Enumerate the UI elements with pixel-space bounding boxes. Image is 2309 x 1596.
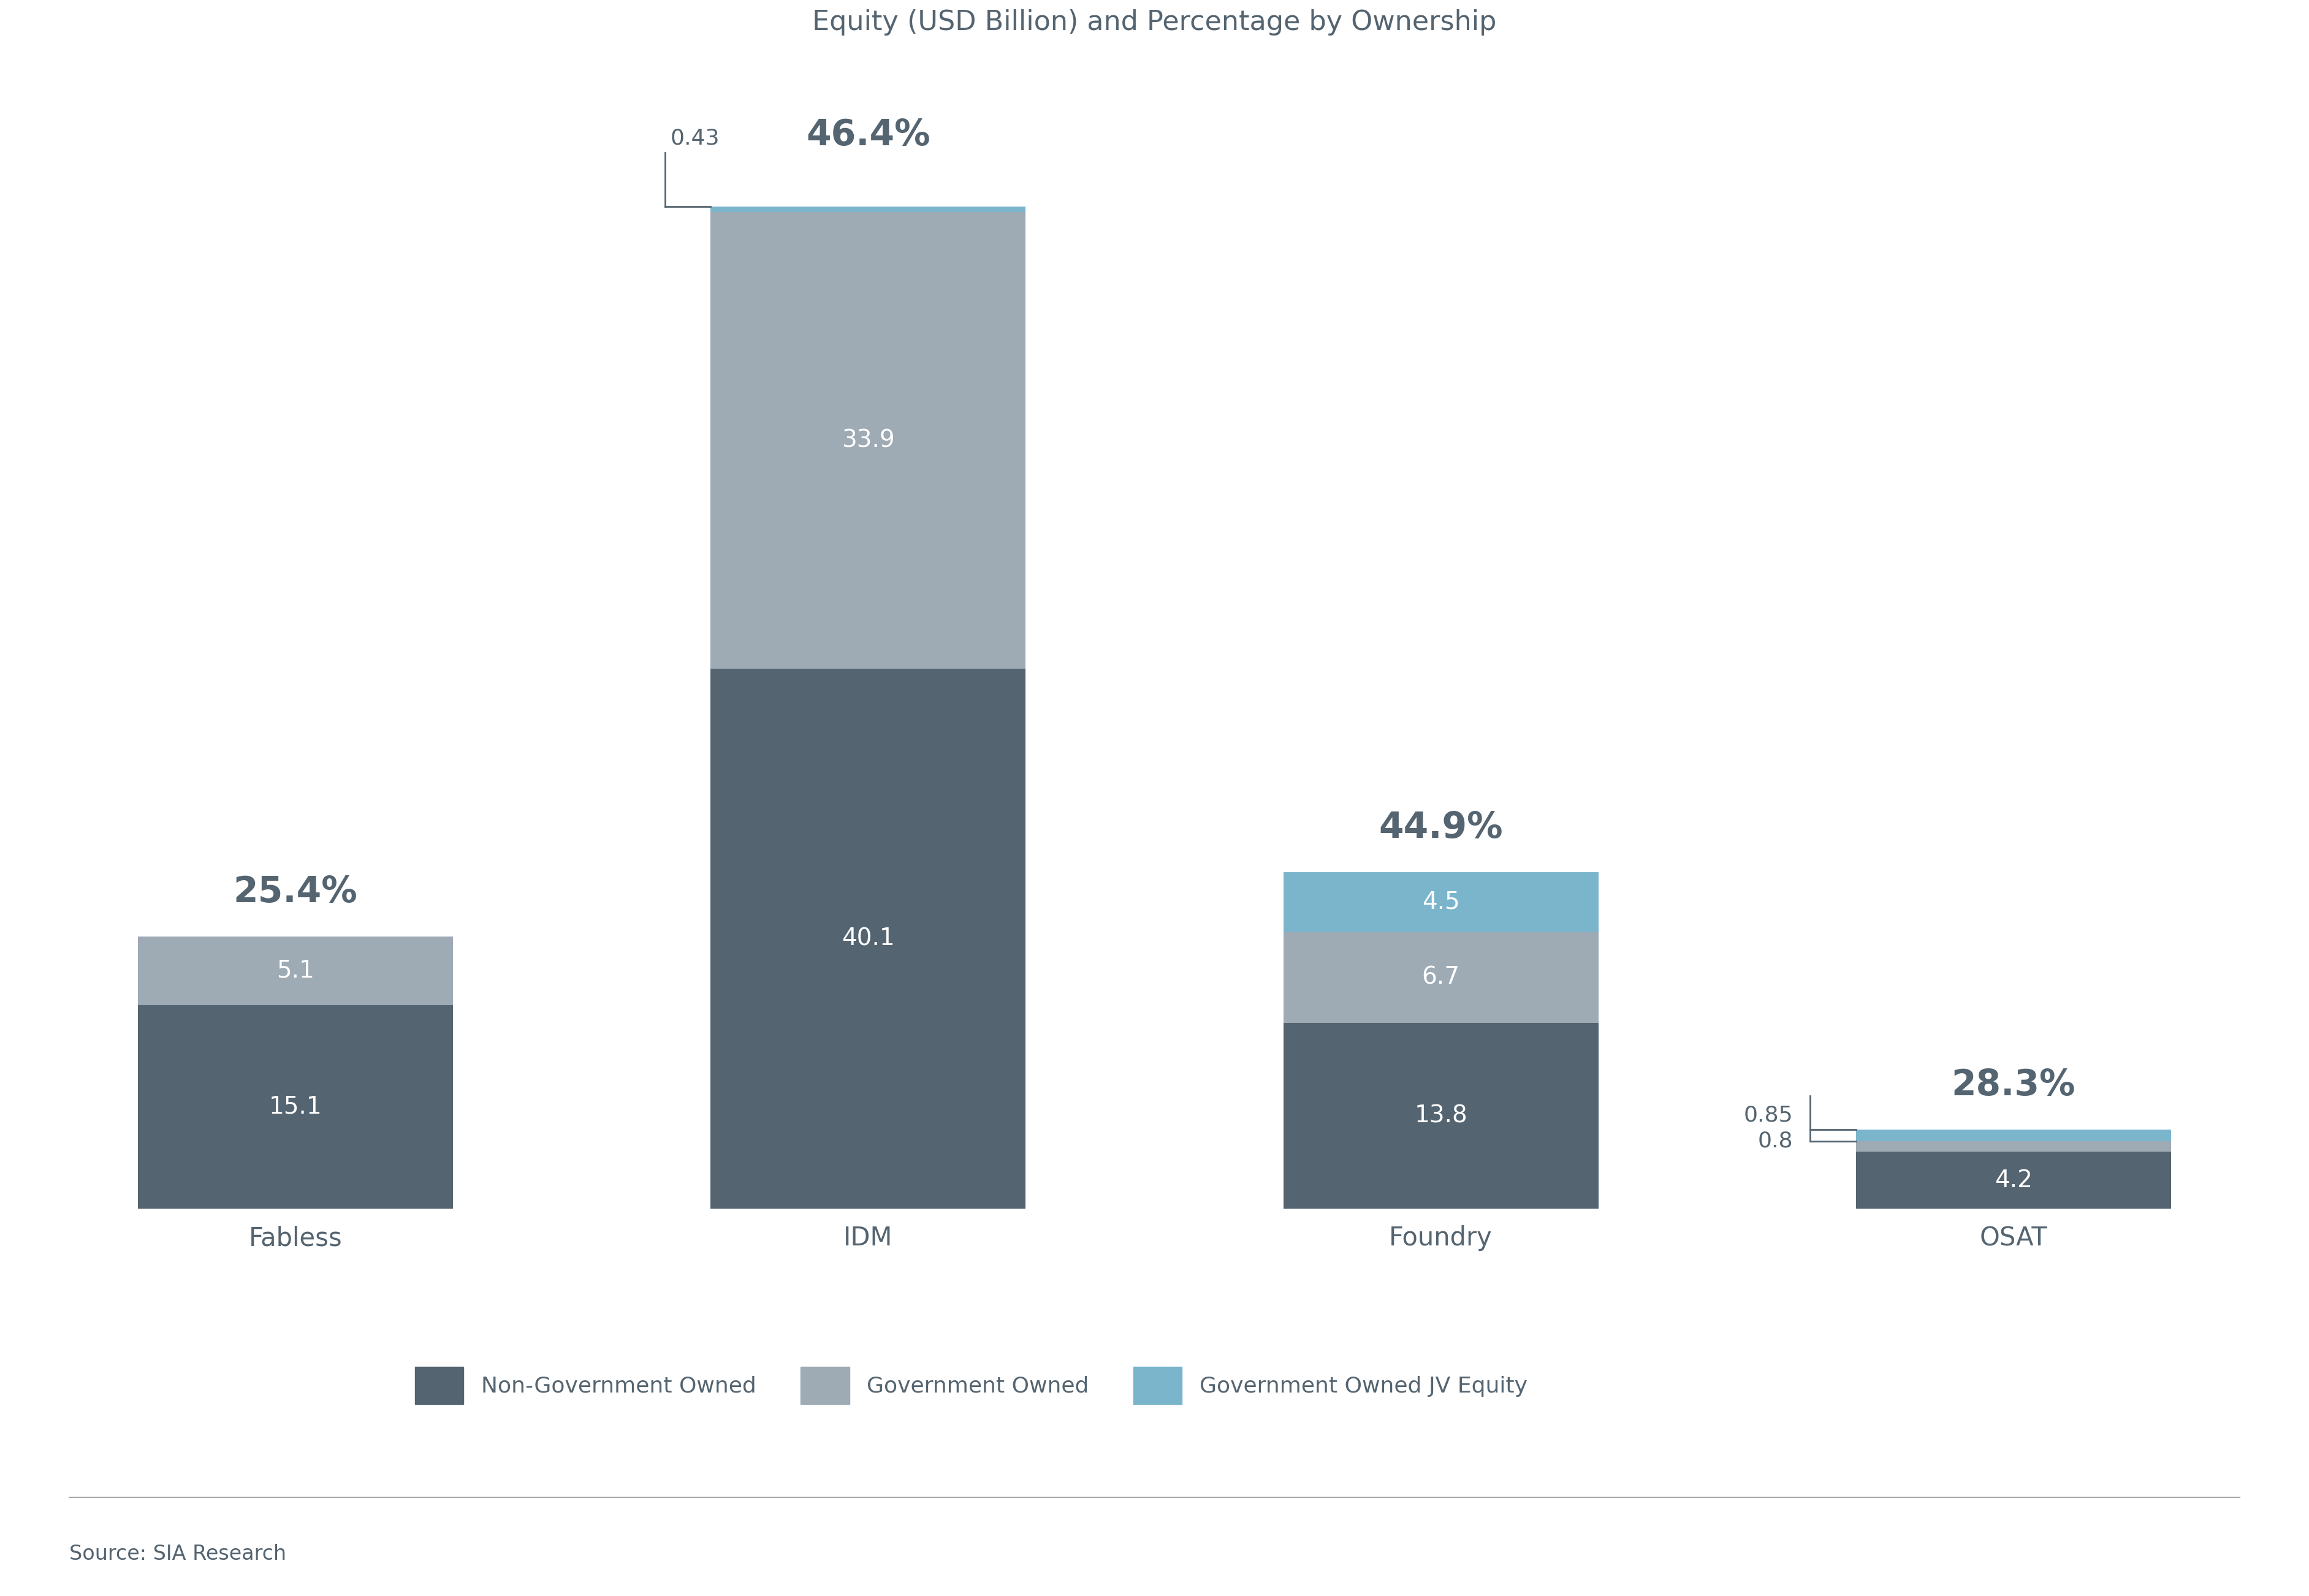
Text: 4.2: 4.2 (1995, 1168, 2032, 1192)
Text: 28.3%: 28.3% (1951, 1068, 2076, 1103)
Bar (1856, 1141, 2170, 1152)
Text: 0.43: 0.43 (670, 128, 720, 148)
Text: 40.1: 40.1 (840, 927, 896, 950)
Text: 6.7: 6.7 (1422, 966, 1459, 990)
Text: Source: SIA Research: Source: SIA Research (69, 1543, 286, 1564)
Bar (1856, 1130, 2170, 1141)
Bar (1856, 1152, 2170, 1208)
Bar (711, 669, 1025, 1208)
Text: 4.5: 4.5 (1422, 891, 1459, 915)
Text: 13.8: 13.8 (1413, 1104, 1469, 1127)
Legend: Non-Government Owned, Government Owned, Government Owned JV Equity: Non-Government Owned, Government Owned, … (393, 1345, 1549, 1427)
Text: 0.85: 0.85 (1743, 1104, 1794, 1125)
Text: 25.4%: 25.4% (233, 875, 358, 910)
Bar (139, 1005, 453, 1208)
Bar (1284, 932, 1598, 1023)
Text: 5.1: 5.1 (277, 959, 314, 983)
Bar (711, 206, 1025, 212)
Text: 33.9: 33.9 (840, 429, 896, 452)
Bar (711, 212, 1025, 669)
Bar (1284, 1023, 1598, 1208)
Text: 0.8: 0.8 (1757, 1130, 1794, 1152)
Text: 44.9%: 44.9% (1378, 811, 1503, 844)
Text: 15.1: 15.1 (268, 1095, 323, 1119)
Bar (139, 937, 453, 1005)
Text: 46.4%: 46.4% (806, 118, 931, 153)
Title: Equity (USD Billion) and Percentage by Ownership: Equity (USD Billion) and Percentage by O… (813, 10, 1496, 35)
Bar (1284, 871, 1598, 932)
